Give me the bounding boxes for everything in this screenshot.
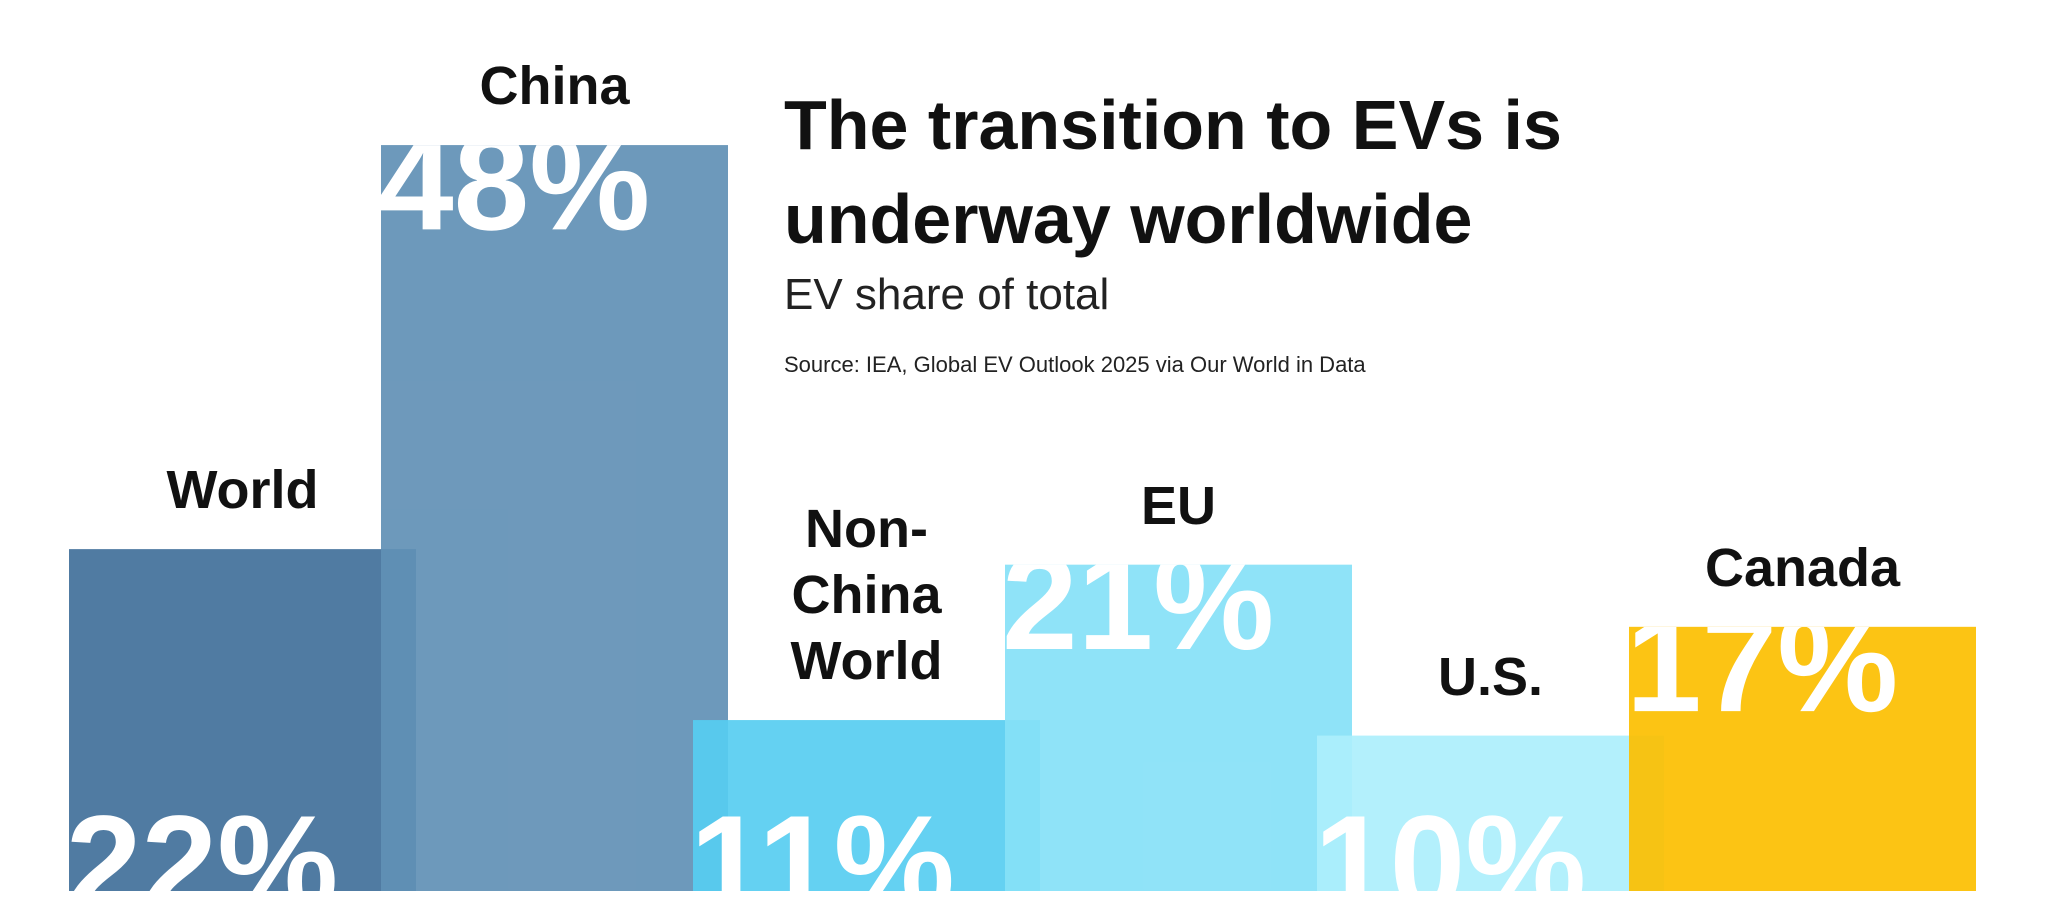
category-label: World: [166, 460, 319, 521]
value-label: 17%: [1626, 588, 1898, 740]
value-label-group: 22%: [66, 787, 338, 898]
category-label: Canada: [1704, 537, 1901, 598]
bar: [1005, 564, 1352, 891]
value-label-group: 48%: [378, 106, 650, 258]
value-label-group: 17%: [1626, 588, 1898, 740]
category-label: China: [479, 56, 630, 117]
chart-title: The transition to EVs is underway worldw…: [784, 86, 1562, 258]
value-label: 48%: [378, 106, 650, 258]
source-note: Source: IEA, Global EV Outlook 2025 via …: [784, 352, 1366, 377]
category-label: Non-China World: [790, 499, 943, 692]
value-label: 11%: [690, 787, 955, 898]
chart-subtitle: EV share of total: [784, 270, 1110, 319]
bar: [381, 145, 728, 891]
value-label-group: 10%: [1314, 787, 1586, 898]
bar: [693, 720, 1040, 891]
bar: [1317, 735, 1664, 891]
category-label: EU: [1140, 475, 1217, 536]
value-label: 10%: [1314, 787, 1586, 898]
category-label: U.S.: [1437, 646, 1544, 707]
value-label: 21%: [1002, 526, 1274, 678]
value-label-group: 11%: [690, 787, 955, 898]
bar: [1629, 626, 1976, 891]
value-label-group: 21%: [1002, 526, 1274, 678]
bar: [69, 549, 416, 891]
value-label: 22%: [66, 787, 338, 898]
